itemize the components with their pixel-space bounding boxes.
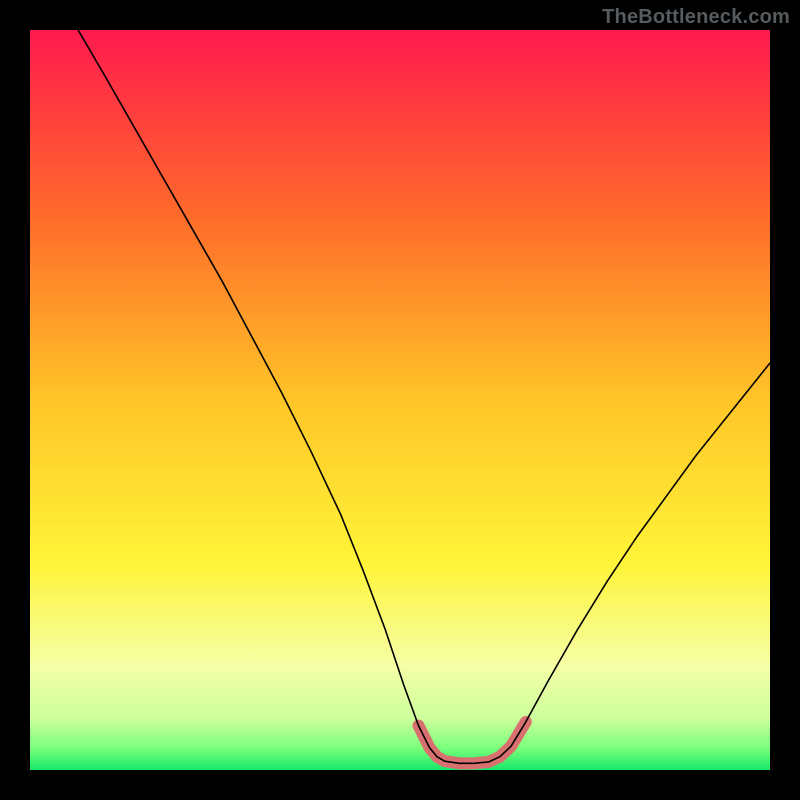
chart-canvas [0, 0, 800, 800]
bottleneck-chart: TheBottleneck.com [0, 0, 800, 800]
